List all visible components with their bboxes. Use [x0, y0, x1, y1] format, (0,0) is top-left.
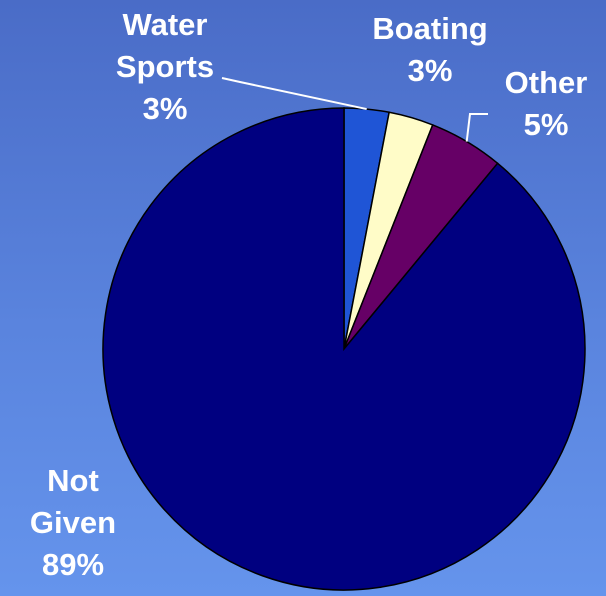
label-other-line1: Other [504, 65, 588, 100]
label-water-sports: Water Sports 3% [100, 4, 230, 130]
label-not-given-line1: Not [47, 463, 99, 498]
pie-slice-not-given [102, 107, 586, 591]
label-other-pct: 5% [523, 107, 569, 142]
leader-other [465, 113, 488, 142]
label-not-given-line2: Given [29, 505, 117, 540]
label-water-sports-pct: 3% [142, 91, 188, 126]
label-not-given-pct: 89% [41, 547, 105, 582]
label-water-sports-line2: Sports [115, 49, 215, 84]
label-water-sports-line1: Water [122, 7, 208, 42]
label-boating-pct: 3% [407, 53, 453, 88]
leader-water-sports [221, 77, 367, 111]
label-boating: Boating 3% [355, 8, 505, 92]
label-not-given: Not Given 89% [8, 460, 138, 586]
label-other: Other 5% [490, 62, 602, 146]
label-boating-line1: Boating [372, 11, 488, 46]
